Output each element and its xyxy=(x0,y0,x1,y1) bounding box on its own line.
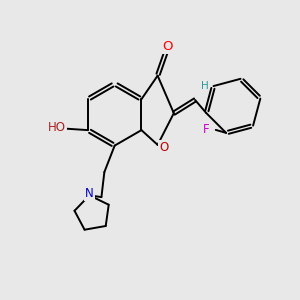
Text: H: H xyxy=(201,81,208,91)
Text: N: N xyxy=(85,188,94,200)
Text: O: O xyxy=(159,141,168,154)
Text: O: O xyxy=(163,40,173,53)
Text: HO: HO xyxy=(48,121,66,134)
Text: F: F xyxy=(203,123,210,136)
